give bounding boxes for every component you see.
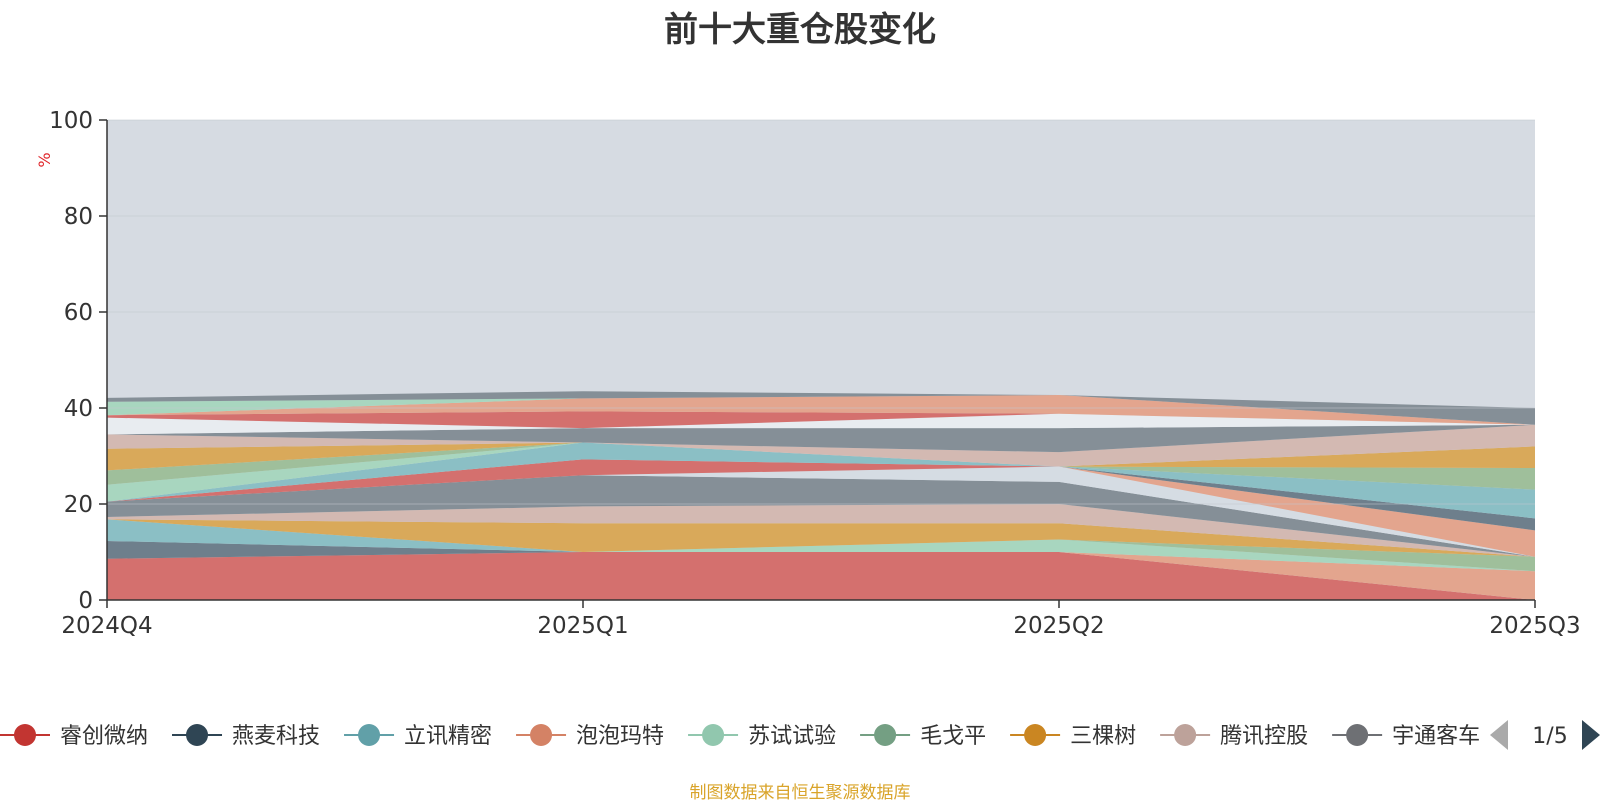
area-series-7	[107, 519, 1535, 557]
area-series-24	[107, 391, 1535, 425]
legend-item[interactable]: 苏试试验	[688, 724, 836, 749]
area-series-23	[107, 395, 1535, 425]
chart-title: 前十大重仓股变化	[664, 10, 936, 50]
legend-marker-icon	[1174, 724, 1197, 746]
legend-marker-icon	[874, 724, 897, 746]
legend-marker-icon	[530, 724, 553, 746]
x-tick-label: 2025Q2	[1013, 613, 1104, 639]
axes: 0 20 40 60 80 100 2024Q4 2025Q1 2025Q2 2025Q3	[49, 108, 1581, 639]
legend-next-page-icon[interactable]	[1582, 720, 1600, 750]
legend-marker-icon	[14, 724, 36, 746]
legend-label: 毛戈平	[920, 724, 986, 749]
legend-marker-icon	[358, 724, 381, 746]
x-tick-label: 2025Q3	[1489, 613, 1580, 639]
y-tick-label: 80	[64, 204, 93, 230]
area-series-20	[107, 413, 1535, 435]
legend-label: 苏试试验	[748, 724, 836, 749]
legend-item[interactable]: 宇通客车	[1332, 724, 1480, 749]
area-series-layer	[107, 391, 1535, 600]
area-series-18	[107, 424, 1535, 467]
legend-label: 腾讯控股	[1220, 724, 1308, 749]
legend-label: 立讯精密	[404, 724, 492, 749]
legend-marker-icon	[702, 724, 725, 746]
legend-item[interactable]: 立讯精密	[344, 724, 492, 749]
legend-item[interactable]: 三棵树	[1010, 724, 1136, 749]
y-tick-label: 0	[78, 588, 93, 614]
data-source-note: 制图数据来自恒生聚源数据库	[689, 783, 911, 803]
legend: 睿创微纳 燕麦科技 立讯精密 泡泡玛特 苏试试验 毛戈平 三棵树 腾讯控股 宇通客车 1/5	[0, 720, 1600, 750]
legend-marker-icon	[1024, 724, 1047, 746]
x-tick-label: 2024Q4	[61, 613, 152, 639]
legend-item[interactable]: 泡泡玛特	[516, 724, 664, 749]
area-series-17	[107, 442, 1535, 471]
y-tick-label: 100	[49, 108, 93, 134]
y-tick-label: 60	[64, 300, 93, 326]
area-series-22	[107, 395, 1535, 425]
area-series-8	[107, 504, 1535, 557]
legend-item[interactable]: 腾讯控股	[1160, 724, 1308, 749]
grid-lines	[107, 119, 1535, 505]
legend-label: 燕麦科技	[232, 724, 320, 749]
legend-page-indicator: 1/5	[1532, 724, 1567, 749]
area-series-2	[107, 540, 1535, 600]
legend-item[interactable]: 毛戈平	[860, 724, 986, 749]
y-tick-label: 40	[64, 396, 93, 422]
area-series-14	[107, 442, 1535, 519]
area-series-9	[107, 475, 1535, 557]
legend-label: 宇通客车	[1392, 724, 1480, 749]
y-axis-unit-label: %	[35, 152, 54, 167]
legend-label: 泡泡玛特	[576, 724, 664, 749]
legend-label: 睿创微纳	[60, 724, 148, 749]
legend-label: 三棵树	[1070, 724, 1136, 749]
y-tick-label: 20	[64, 492, 93, 518]
legend-item[interactable]: 睿创微纳	[0, 724, 148, 749]
area-series-19	[107, 424, 1535, 453]
legend-marker-icon	[186, 724, 209, 746]
area-series-21	[107, 411, 1535, 429]
legend-prev-page-icon[interactable]	[1490, 720, 1508, 750]
legend-item[interactable]: 燕麦科技	[172, 724, 320, 749]
area-series-12	[107, 459, 1535, 557]
legend-marker-icon	[1346, 724, 1369, 746]
x-tick-label: 2025Q1	[537, 613, 628, 639]
